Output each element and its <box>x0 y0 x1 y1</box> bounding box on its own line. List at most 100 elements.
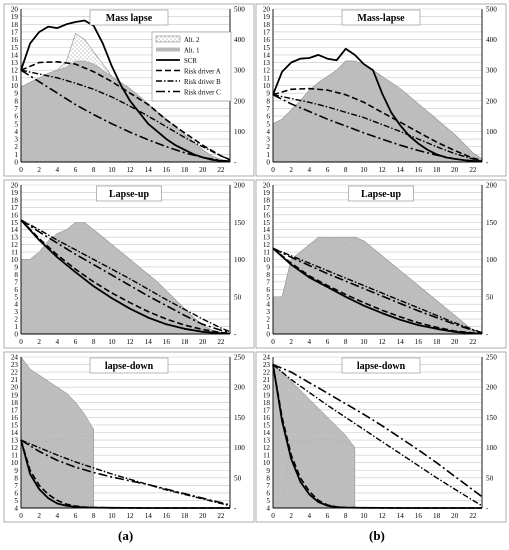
chart-title: Mass lapse <box>106 13 153 24</box>
x-tick-label: 22 <box>217 512 225 520</box>
x-tick-label: 8 <box>92 338 96 346</box>
y-tick-label: 17 <box>263 28 271 36</box>
y-tick-label: 20 <box>263 384 271 392</box>
y-tick-label: 22 <box>11 369 19 377</box>
y-tick-label: 10 <box>263 459 271 467</box>
legend-label: SCR <box>184 58 197 65</box>
x-tick-label: 4 <box>308 338 312 346</box>
y-tick-label: 4 <box>266 301 270 309</box>
y-tick-label: 6 <box>266 113 270 121</box>
y-tick-label: 14 <box>263 429 271 437</box>
x-tick-label: 6 <box>74 512 78 520</box>
y-tick-label: 17 <box>263 204 271 212</box>
x-tick-label: 6 <box>326 166 330 174</box>
x-tick-label: 14 <box>145 338 153 346</box>
y-tick-label: 7 <box>266 105 270 113</box>
y-tick-label: 13 <box>11 437 19 445</box>
y-tick-label: 8 <box>14 97 18 105</box>
x-tick-label: 8 <box>344 512 348 520</box>
area-alt-1 <box>20 221 231 335</box>
series-risk-driver-a <box>272 364 482 509</box>
y-tick-label: 12 <box>11 241 19 249</box>
x-tick-label: 4 <box>56 512 60 520</box>
y2-tick-label: 250 <box>486 354 497 362</box>
x-tick-label: 2 <box>289 512 293 520</box>
x-tick-label: 22 <box>217 338 225 346</box>
x-tick-label: 0 <box>19 338 23 346</box>
chart-title: lapse-down <box>105 361 154 372</box>
series-risk-driver-a <box>272 87 483 162</box>
y-tick-label: 9 <box>14 90 18 98</box>
y-tick-label: 17 <box>11 406 19 414</box>
x-tick-label: 6 <box>326 512 330 520</box>
chart-panel-2: 01234567891011121314151617181920-1002003… <box>255 3 507 177</box>
x-tick-label: 16 <box>163 166 171 174</box>
y-tick-label: 17 <box>11 204 19 212</box>
x-tick-label: 10 <box>360 338 368 346</box>
y-tick-label: 11 <box>263 74 270 82</box>
series-risk-driver-a <box>272 247 483 335</box>
y2-tick-label: 50 <box>486 474 494 482</box>
chart-title-box <box>96 185 162 202</box>
y-tick-label: 13 <box>263 437 271 445</box>
y-tick-label: 8 <box>266 97 270 105</box>
y-tick-label: 5 <box>14 293 18 301</box>
x-tick-label: 22 <box>469 338 477 346</box>
y2-tick-label: - <box>486 331 489 339</box>
legend-swatch-alt-2 <box>155 35 181 43</box>
y-tick-label: 4 <box>266 128 270 136</box>
x-tick-label: 18 <box>181 512 189 520</box>
y2-tick-label: - <box>486 505 489 513</box>
y-tick-label: 16 <box>11 36 19 44</box>
series-risk-driver-b <box>272 247 483 334</box>
y-tick-label: 3 <box>14 308 18 316</box>
series-risk-driver-b <box>272 364 483 507</box>
y-tick-label: 12 <box>11 67 19 75</box>
y-tick-label: 14 <box>11 226 19 234</box>
y-tick-label: 19 <box>11 13 19 21</box>
y2-tick-label: 100 <box>486 444 497 452</box>
y-tick-label: 15 <box>11 421 19 429</box>
series-risk-driver-b <box>20 69 231 161</box>
y-tick-label: 9 <box>266 90 270 98</box>
x-tick-label: 6 <box>326 338 330 346</box>
x-tick-label: 10 <box>108 338 116 346</box>
y-tick-label: 17 <box>263 406 271 414</box>
legend-label: Alt. 1 <box>184 48 199 55</box>
y2-tick-label: 400 <box>234 36 245 44</box>
legend-label: Risk driver B <box>184 79 221 86</box>
y-tick-label: 1 <box>14 151 18 159</box>
y-tick-label: 10 <box>11 256 19 264</box>
series-risk-driver-a <box>20 439 230 509</box>
y-tick-label: 5 <box>14 497 18 505</box>
chart-title: Lapse-up <box>361 189 401 200</box>
y-tick-label: 15 <box>11 219 19 227</box>
y-tick-label: 18 <box>11 196 19 204</box>
x-tick-label: 16 <box>415 166 423 174</box>
series-risk-driver-c <box>20 69 231 163</box>
y-tick-label: 7 <box>14 482 18 490</box>
y-tick-label: 14 <box>11 429 19 437</box>
y2-tick-label: - <box>234 159 237 167</box>
y-tick-label: 4 <box>14 301 18 309</box>
x-tick-label: 22 <box>217 166 225 174</box>
y-tick-label: 23 <box>263 361 271 369</box>
y2-tick-label: 200 <box>234 182 245 190</box>
y-tick-label: 18 <box>11 21 19 29</box>
y-tick-label: 11 <box>11 452 18 460</box>
x-tick-label: 14 <box>145 512 153 520</box>
y2-tick-label: 400 <box>486 36 497 44</box>
panel-label-a: (a) <box>118 528 134 543</box>
y-tick-label: 13 <box>11 59 19 67</box>
legend-label: Risk driver C <box>184 90 221 97</box>
x-tick-label: 12 <box>378 338 386 346</box>
series-risk-driver-b <box>20 439 231 507</box>
y-tick-label: 14 <box>11 51 19 59</box>
x-tick-label: 16 <box>163 338 171 346</box>
y2-tick-label: 50 <box>234 474 242 482</box>
y-tick-label: 10 <box>11 82 19 90</box>
y-tick-label: 22 <box>263 369 271 377</box>
x-tick-label: 8 <box>92 512 96 520</box>
x-tick-label: 20 <box>199 512 207 520</box>
